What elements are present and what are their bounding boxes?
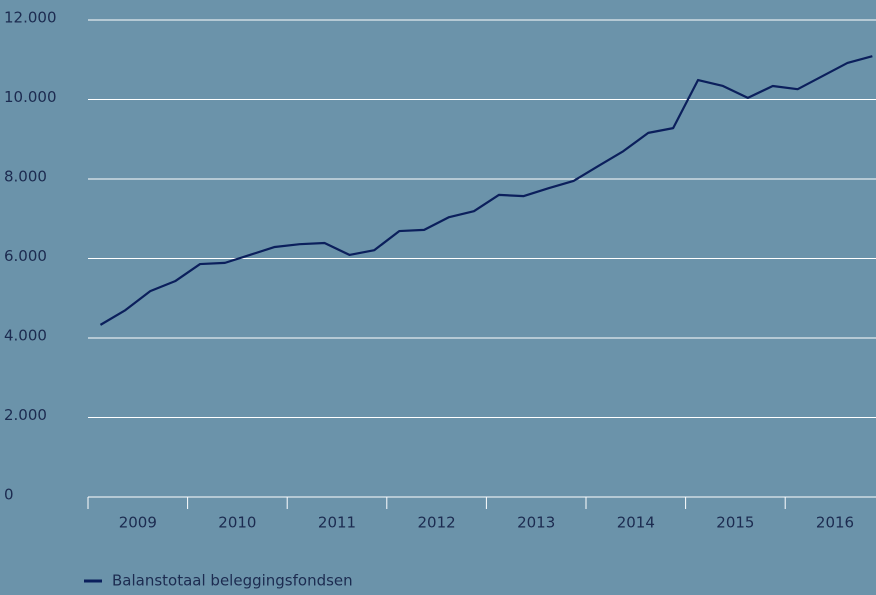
x-tick-label: 2016 [816, 514, 854, 532]
x-tick-label: 2009 [119, 514, 157, 532]
y-tick-label: 0 [4, 486, 14, 504]
x-tick-label: 2015 [716, 514, 754, 532]
data-line [99, 55, 873, 326]
x-tick-label: 2012 [418, 514, 456, 532]
x-tick-label: 2010 [218, 514, 256, 532]
y-tick-label: 4.000 [4, 327, 47, 345]
legend-label: Balanstotaal beleggingsfondsen [112, 572, 353, 590]
y-tick-label: 12.000 [4, 9, 57, 27]
x-tick-label: 2013 [517, 514, 555, 532]
y-tick-label: 2.000 [4, 406, 47, 424]
x-tick-label: 2011 [318, 514, 356, 532]
x-tick-label: 2014 [617, 514, 655, 532]
y-tick-label: 6.000 [4, 247, 47, 265]
y-tick-label: 10.000 [4, 88, 57, 106]
y-tick-label: 8.000 [4, 168, 47, 186]
